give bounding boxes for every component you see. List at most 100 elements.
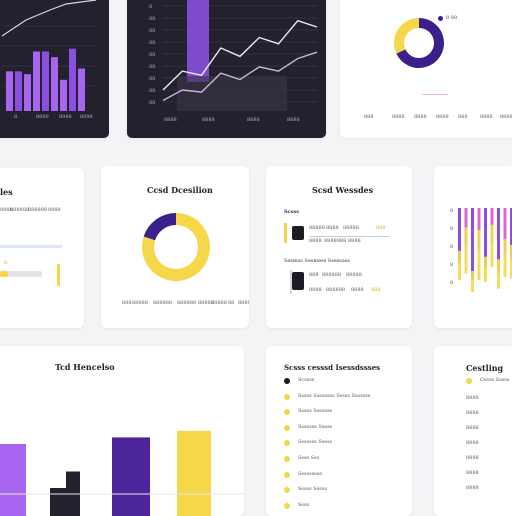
list-bullet <box>284 503 290 509</box>
bar <box>60 80 67 111</box>
x-tick-label: 8888 <box>202 117 215 123</box>
card-title: Ccsd Dcesilion <box>147 185 213 195</box>
progress-fill <box>0 271 8 277</box>
progress-track <box>0 271 42 277</box>
row-sub: 8888 <box>309 238 322 244</box>
list-bullet <box>284 440 290 446</box>
list-item-label: Sssss Sssss <box>298 486 327 492</box>
row-label: 888888 <box>10 207 29 213</box>
list-item-label: 8888 <box>466 485 479 491</box>
footer-label: 888888 <box>153 300 172 306</box>
bar <box>15 71 22 111</box>
footer-label: 88888 <box>132 300 148 306</box>
x-tick-label: 8988 <box>59 114 72 120</box>
x-tick-label: 8888 <box>164 117 177 123</box>
list-item-label: Sssss Sssssss <box>298 408 332 414</box>
bar-segment <box>504 239 507 277</box>
list-item-label: Ssss Sss <box>298 455 319 461</box>
y-tick-label: 8 <box>450 262 453 268</box>
bar-segment <box>491 225 494 267</box>
x-tick-label: 8098 <box>80 114 93 120</box>
list-bullet <box>284 378 290 384</box>
row-text: 888 <box>309 272 319 278</box>
stacked-bar-chart <box>434 166 512 328</box>
bar <box>78 69 85 112</box>
bar <box>33 52 40 112</box>
row-text: 888888 <box>322 272 341 278</box>
bar-segment <box>471 271 474 292</box>
list-card: Scsd Wessdes Scsss 88888 8888 88888 888 … <box>266 166 412 328</box>
donut-chart <box>142 213 214 285</box>
list-bullet <box>466 378 472 384</box>
bar-chart <box>0 346 244 516</box>
x-tick-label: 8888 <box>436 114 449 120</box>
bar <box>112 437 150 516</box>
avatar <box>292 272 304 290</box>
list-item-label: 8888 <box>466 470 479 476</box>
y-tick-label: 88 <box>149 28 155 34</box>
bar-segment <box>471 208 474 279</box>
list-item-label: 8888 <box>466 425 479 431</box>
row-text: 88888 <box>309 225 325 231</box>
y-tick-label: 8 <box>450 226 453 232</box>
list-item-label: Sssssss Sssss <box>298 424 332 430</box>
trend-line <box>2 0 96 36</box>
avatar <box>292 226 304 240</box>
row-sub: 8888 <box>348 238 361 244</box>
bar-chart-card: Tcd Hencelso <box>0 346 244 516</box>
row-text: 88888 <box>346 272 362 278</box>
bar-segment <box>458 251 461 280</box>
section-label: Scsss <box>284 209 299 215</box>
row-highlight: 888 <box>376 225 386 231</box>
list-bullet <box>284 456 290 462</box>
list-item-label: Sssss Ssssssss Sssss Sssssss <box>298 393 370 399</box>
row-underline <box>309 236 389 237</box>
row-label: 888888 <box>28 207 47 213</box>
list-item-label: Scssss <box>298 377 315 383</box>
bar <box>177 431 211 516</box>
x-tick-label: 8888 <box>247 117 260 123</box>
x-tick-label: 8888 <box>392 114 405 120</box>
y-tick-label: 8 <box>450 280 453 286</box>
bar <box>42 52 49 112</box>
y-tick-label: 88 <box>149 16 155 22</box>
donut-chart <box>394 18 454 78</box>
list-item-label: Ssss <box>298 502 309 508</box>
card-title: Cestling <box>466 363 503 373</box>
card-title: Scsd Wessdes <box>312 185 373 195</box>
list-item-label: Sssssssss <box>298 471 322 477</box>
list-bullet <box>284 409 290 415</box>
row-sub: 888888 <box>326 287 345 293</box>
y-tick-label: 88 <box>149 40 155 46</box>
x-tick-label: 888 <box>458 114 468 120</box>
dark-bar-chart-card: 8 8800 8988 8098 <box>0 0 109 138</box>
bar-segment <box>497 259 500 288</box>
row-label: 8888 <box>48 207 61 213</box>
bar <box>0 444 26 516</box>
y-tick-label: 88 <box>149 76 155 82</box>
row-sub: 8888 <box>309 287 322 293</box>
y-tick-label: 88 <box>149 64 155 70</box>
row-sub: 8888888 <box>324 238 346 244</box>
card-title: Scsss cesssd Isessdssses <box>284 363 380 372</box>
bar-segment <box>478 230 481 280</box>
list-bullet <box>284 394 290 400</box>
shadow-bar <box>177 76 287 111</box>
list-item-label: 8888 <box>466 440 479 446</box>
card-title: les <box>0 187 13 197</box>
row-text: 8888 <box>326 225 339 231</box>
list-item-label: 8888 <box>466 395 479 401</box>
y-tick-label: 88 <box>149 100 155 106</box>
accent-bar <box>57 264 60 286</box>
value-label: 8 <box>4 260 7 266</box>
x-tick-label: 8888 <box>480 114 493 120</box>
donut-slice <box>149 219 176 238</box>
y-tick-label: 8 <box>450 244 453 250</box>
divider <box>0 245 62 248</box>
bar <box>24 74 31 111</box>
row-sub: 8888 <box>351 287 364 293</box>
